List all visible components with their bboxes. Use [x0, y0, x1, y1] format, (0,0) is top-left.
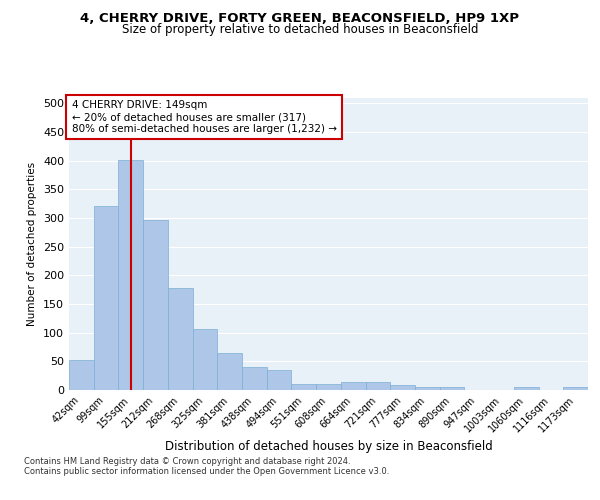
Text: Size of property relative to detached houses in Beaconsfield: Size of property relative to detached ho… — [122, 22, 478, 36]
Bar — [242, 367, 267, 390]
Bar — [94, 206, 118, 390]
Text: 4, CHERRY DRIVE, FORTY GREEN, BEACONSFIELD, HP9 1XP: 4, CHERRY DRIVE, FORTY GREEN, BEACONSFIE… — [80, 12, 520, 26]
Bar — [193, 328, 217, 390]
Bar — [514, 387, 539, 390]
Bar — [69, 360, 94, 390]
Text: Contains HM Land Registry data © Crown copyright and database right 2024.: Contains HM Land Registry data © Crown c… — [24, 458, 350, 466]
Bar — [316, 384, 341, 390]
Bar — [415, 386, 440, 390]
Bar — [563, 386, 588, 390]
Bar — [168, 288, 193, 390]
Bar — [267, 370, 292, 390]
Bar — [365, 382, 390, 390]
Bar — [118, 160, 143, 390]
Bar — [341, 382, 365, 390]
Y-axis label: Number of detached properties: Number of detached properties — [28, 162, 37, 326]
Text: 4 CHERRY DRIVE: 149sqm
← 20% of detached houses are smaller (317)
80% of semi-de: 4 CHERRY DRIVE: 149sqm ← 20% of detached… — [71, 100, 337, 134]
Bar — [390, 386, 415, 390]
Bar — [217, 352, 242, 390]
Text: Contains public sector information licensed under the Open Government Licence v3: Contains public sector information licen… — [24, 468, 389, 476]
Bar — [440, 387, 464, 390]
Bar — [292, 384, 316, 390]
Bar — [143, 220, 168, 390]
X-axis label: Distribution of detached houses by size in Beaconsfield: Distribution of detached houses by size … — [164, 440, 493, 452]
